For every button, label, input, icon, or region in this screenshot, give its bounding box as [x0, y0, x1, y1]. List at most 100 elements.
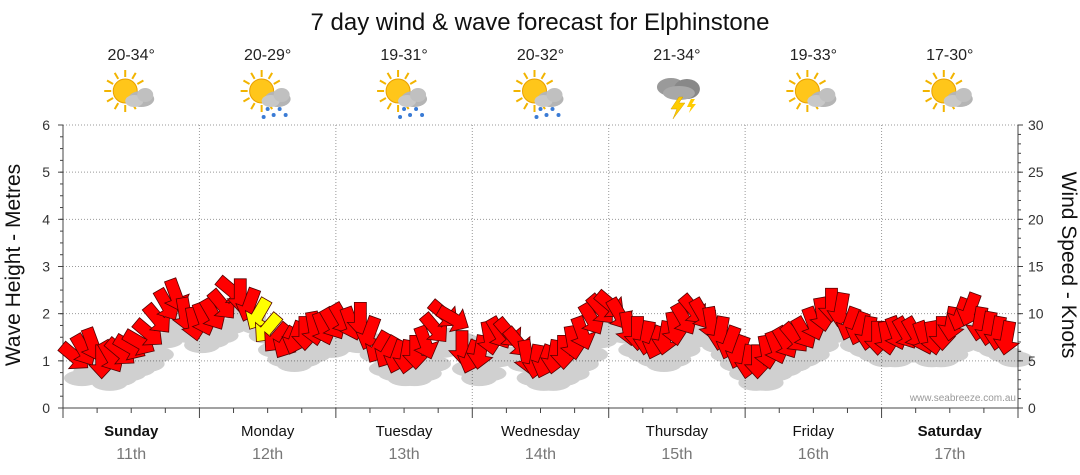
wind-arrow [413, 324, 440, 360]
temperature-range: 20-34° [108, 47, 155, 64]
arrow-shadow [193, 332, 230, 349]
day-date: 11th [116, 446, 146, 463]
right-axis-label: Wind Speed - Knots [1057, 172, 1080, 359]
arrow-shadow [747, 374, 784, 391]
left-axis-label: Wave Height - Metres [2, 164, 25, 366]
arrow-shadow [655, 351, 692, 368]
arrow-shadow [396, 370, 433, 387]
day-name: Wednesday [501, 423, 580, 440]
left-axis-ticks: 0 1 2 3 4 5 6 [42, 117, 63, 416]
arrow-shadow [64, 370, 100, 387]
wind-arrow [992, 319, 1021, 356]
right-tick-label: 25 [1028, 164, 1044, 180]
arrow-shadow [294, 346, 331, 363]
arrow-shadow [276, 355, 313, 372]
left-tick-label: 5 [42, 164, 50, 180]
temperature-range: 20-32° [517, 47, 564, 64]
arrow-shadow [461, 370, 498, 387]
day-date: 13th [389, 446, 420, 463]
day-name: Saturday [918, 423, 983, 440]
arrow-shadow [100, 370, 137, 387]
partly-cloudy-icon [786, 70, 837, 112]
arrow-shadow [987, 346, 1024, 363]
wind-arrows [57, 274, 1033, 391]
left-tick-label: 1 [42, 353, 50, 369]
partly-cloudy-icon [104, 70, 155, 112]
arrow-shadow [525, 374, 562, 391]
arrow-shadow [544, 370, 581, 387]
day-labels: Sunday 11th Monday 12th Tuesday 13th Wednesday… [104, 423, 982, 463]
day-date: 15th [661, 446, 692, 463]
temperature-range: 21-34° [653, 47, 700, 64]
day-date: 14th [525, 446, 556, 463]
arrow-shadow [766, 360, 803, 377]
arrow-shadow [775, 355, 812, 372]
arrow-shadow [645, 355, 682, 372]
arrow-shadow [470, 365, 507, 382]
left-tick-label: 3 [42, 259, 50, 275]
day-name: Thursday [646, 423, 709, 440]
temperature-range: 19-31° [380, 47, 427, 64]
arrow-shadow [202, 327, 239, 344]
arrow-shadow [285, 351, 322, 368]
sun-showers-icon [513, 70, 564, 119]
day-date: 12th [252, 446, 283, 463]
arrow-shadow [738, 374, 775, 391]
arrow-shadow [997, 351, 1033, 368]
left-tick-label: 0 [42, 400, 50, 416]
arrow-shadow [313, 341, 350, 358]
right-tick-label: 10 [1028, 306, 1044, 322]
arrow-shadow [913, 351, 950, 368]
arrow-shadow [479, 351, 516, 368]
left-tick-label: 6 [42, 117, 50, 133]
right-tick-label: 15 [1028, 259, 1044, 275]
right-tick-label: 0 [1028, 400, 1036, 416]
arrow-shadow [119, 360, 156, 377]
day-name: Sunday [104, 423, 159, 440]
left-tick-label: 4 [42, 211, 50, 227]
arrow-shadow [535, 374, 572, 391]
wind-arrow [244, 296, 273, 330]
wind-arrow [435, 304, 469, 333]
day-name: Tuesday [376, 423, 433, 440]
grid-lines [62, 124, 1019, 418]
weather-icons [104, 70, 973, 120]
credit-text: www.seabreeze.com.au [909, 393, 1016, 404]
sun-showers-icon [240, 70, 291, 119]
arrow-shadow [322, 337, 359, 354]
partly-cloudy-icon [922, 70, 973, 112]
day-date: 16th [798, 446, 829, 463]
wind-arrow [570, 314, 597, 351]
right-axis-ticks: 0 5 10 15 20 25 30 [1018, 117, 1044, 416]
arrow-shadow [184, 337, 221, 354]
chart-title: 7 day wind & wave forecast for Elphinsto… [311, 9, 770, 36]
right-tick-label: 20 [1028, 211, 1044, 227]
arrow-shadow [553, 365, 590, 382]
day-name: Friday [793, 423, 835, 440]
arrow-shadow [867, 351, 904, 368]
arrow-shadow [128, 355, 165, 372]
arrow-shadow [387, 370, 424, 387]
arrow-shadow [636, 351, 673, 368]
thunderstorm-icon [656, 78, 700, 120]
temperature-range: 19-33° [790, 47, 837, 64]
wind-arrow [401, 334, 430, 370]
left-tick-label: 2 [42, 306, 50, 322]
right-tick-label: 30 [1028, 117, 1044, 133]
daily-temperatures: 20-34° 20-29° 19-31° 20-32° 21-34° 19-33° 17-3… [108, 47, 974, 64]
arrow-shadow [886, 346, 923, 363]
day-date: 17th [934, 446, 965, 463]
sun-showers-icon [377, 70, 428, 119]
temperature-range: 20-29° [244, 47, 291, 64]
wind-arrow [355, 314, 382, 351]
arrow-shadow [923, 351, 960, 368]
arrow-shadow [91, 374, 128, 391]
arrow-shadow [304, 341, 341, 358]
right-tick-label: 5 [1028, 353, 1036, 369]
day-name: Monday [241, 423, 295, 440]
arrow-shadow [267, 351, 304, 368]
arrow-shadow [405, 365, 442, 382]
temperature-range: 17-30° [926, 47, 973, 64]
arrow-shadow [932, 346, 969, 363]
